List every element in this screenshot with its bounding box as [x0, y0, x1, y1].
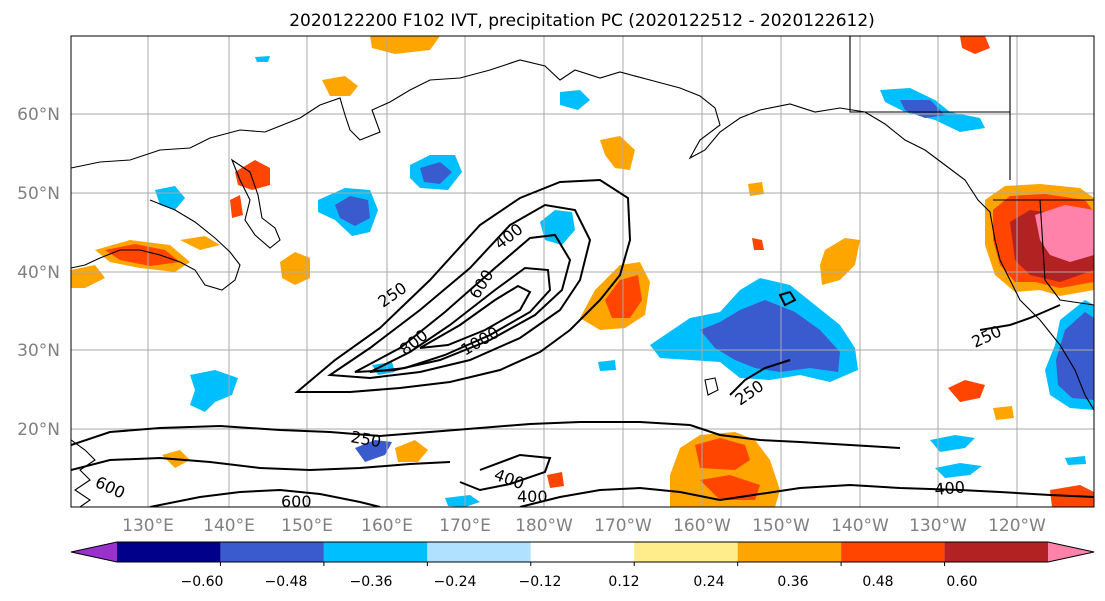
colorbar-tick-label: −0.48	[265, 574, 308, 590]
coastlines	[71, 36, 1094, 507]
colorbar-tick-label: 0.36	[777, 574, 808, 590]
precip-blob	[1035, 205, 1094, 262]
colorbar-segment	[427, 542, 531, 562]
precip-blob	[700, 300, 840, 372]
lat-label: 40°N	[17, 263, 60, 283]
colorbar-outline	[70, 541, 1095, 563]
map-frame	[70, 35, 1095, 508]
precip-blob	[280, 252, 310, 285]
colorbar-segment	[530, 542, 635, 562]
colorbar-extend-high	[1048, 542, 1094, 562]
map-title: 2020122200 F102 IVT, precipitation PC (2…	[289, 11, 875, 31]
precip-blob	[255, 56, 270, 62]
lon-label: 170°W	[594, 516, 652, 536]
colorbar-tick-label: 0.24	[693, 574, 724, 590]
lon-label: 150°E	[281, 516, 333, 536]
precip-blob	[752, 238, 764, 250]
precip-blob	[993, 406, 1014, 420]
colorbar-segment	[220, 542, 324, 562]
lon-label: 120°W	[988, 516, 1046, 536]
precip-blob	[600, 136, 635, 170]
colorbar-segment	[841, 542, 945, 562]
colorbar-tick-labels: −0.60 −0.48 −0.36 −0.24 −0.12 0.12 0.24 …	[181, 574, 978, 590]
lon-label: 140°W	[831, 516, 889, 536]
precip-blob	[322, 76, 358, 96]
precip-blob	[695, 438, 750, 470]
lon-label: 160°W	[673, 516, 731, 536]
colorbar-segment	[737, 542, 842, 562]
precip-blob	[190, 370, 238, 412]
precip-blob	[960, 36, 990, 54]
precip-blob	[598, 360, 616, 371]
lon-label: 160°E	[361, 516, 413, 536]
precip-blob	[71, 265, 105, 288]
colorbar	[70, 541, 1095, 566]
precip-blob	[948, 380, 985, 402]
grid-lines	[71, 36, 1094, 507]
precip-blob	[560, 90, 590, 110]
colorbar-segment	[323, 542, 428, 562]
precip-blob	[748, 182, 764, 196]
colorbar-tick-label: −0.60	[181, 574, 224, 590]
colorbar-tick-label: 0.48	[862, 574, 893, 590]
ivt-contours	[71, 178, 1094, 507]
lon-label: 170°E	[439, 516, 491, 536]
precip-blob	[935, 463, 982, 478]
colorbar-segment	[634, 542, 738, 562]
lon-label: 140°E	[203, 516, 255, 536]
precip-blob	[335, 196, 370, 226]
contour-label: 400	[934, 477, 966, 499]
colorbar-extend-low	[71, 542, 117, 562]
precip-blob	[230, 195, 243, 218]
contour-label: 600	[281, 492, 312, 511]
map-area: 250 400 600 800 1000 250 400 600 250 400…	[71, 36, 1094, 511]
lon-label: 180°W	[515, 516, 573, 536]
colorbar-tick-label: −0.12	[519, 574, 562, 590]
precip-blob	[395, 440, 428, 462]
precip-blob	[180, 236, 220, 250]
lon-label: 130°E	[122, 516, 174, 536]
precip-blob	[355, 440, 392, 462]
lat-label: 30°N	[17, 341, 60, 361]
colorbar-tick-label: −0.24	[434, 574, 477, 590]
contour-label: 400	[517, 487, 548, 506]
precip-blob	[547, 472, 564, 488]
precip-blob	[930, 435, 975, 452]
lon-label: 130°W	[909, 516, 967, 536]
precip-blob	[445, 495, 480, 507]
latitude-labels: 60°N 50°N 40°N 30°N 20°N	[17, 105, 60, 440]
precip-blob	[700, 475, 760, 500]
colorbar-tick-label: 0.12	[608, 574, 639, 590]
precip-blob	[1065, 456, 1086, 465]
lat-label: 60°N	[17, 105, 60, 125]
precip-blob	[155, 186, 185, 210]
lat-label: 50°N	[17, 184, 60, 204]
lat-label: 20°N	[17, 420, 60, 440]
colorbar-tick-label: 0.60	[946, 574, 977, 590]
longitude-labels: 130°E 140°E 150°E 160°E 170°E 180°W 170°…	[122, 516, 1046, 536]
precip-blob	[820, 238, 860, 285]
colorbar-tick-label: −0.36	[350, 574, 393, 590]
precip-blob	[1056, 312, 1094, 400]
colorbar-segment	[117, 542, 221, 562]
colorbar-segment	[944, 542, 1048, 562]
precip-blob	[420, 162, 452, 184]
lon-label: 150°W	[752, 516, 810, 536]
